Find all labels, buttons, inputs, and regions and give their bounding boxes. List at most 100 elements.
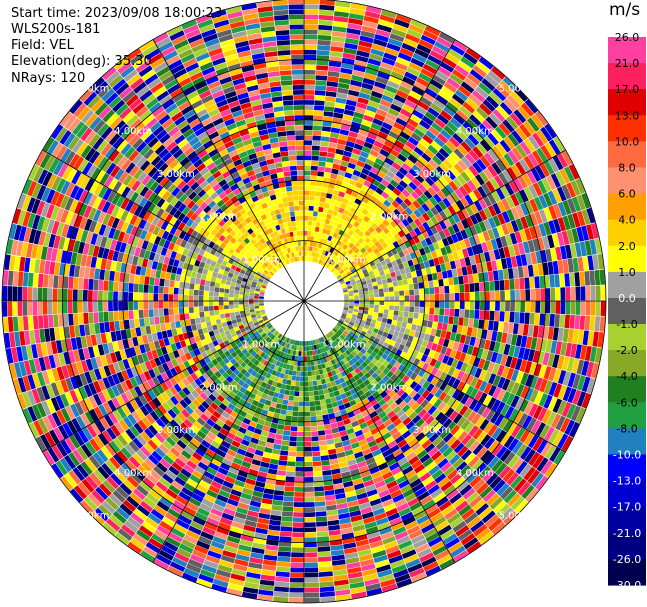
velocity-cell	[257, 517, 270, 525]
velocity-cell	[367, 314, 373, 319]
velocity-cell	[491, 399, 501, 412]
velocity-cell	[394, 61, 408, 71]
velocity-cell	[2, 285, 8, 301]
velocity-cell	[356, 544, 371, 552]
velocity-cell	[298, 416, 304, 422]
velocity-cell	[468, 274, 474, 284]
velocity-cell	[228, 493, 241, 502]
velocity-cell	[384, 453, 395, 462]
velocity-cell	[230, 358, 237, 365]
velocity-cell	[358, 40, 373, 48]
velocity-cell	[469, 309, 475, 319]
velocity-cell	[319, 4, 335, 11]
velocity-cell	[328, 66, 341, 73]
velocity-cell	[423, 281, 429, 289]
velocity-cell	[381, 57, 396, 66]
velocity-cell	[359, 382, 366, 390]
velocity-cell	[562, 328, 569, 343]
velocity-cell	[406, 272, 412, 279]
velocity-cell	[464, 283, 470, 293]
velocity-cell	[370, 90, 383, 99]
velocity-cell	[441, 323, 448, 331]
velocity-cell	[373, 268, 379, 274]
velocity-cell	[524, 401, 534, 415]
velocity-cell	[378, 288, 384, 293]
velocity-cell	[346, 454, 356, 461]
velocity-cell	[521, 484, 535, 499]
velocity-cell	[450, 399, 460, 410]
velocity-cell	[328, 142, 338, 149]
velocity-cell	[296, 371, 301, 376]
velocity-cell	[218, 367, 226, 375]
velocity-cell	[360, 124, 371, 132]
velocity-cell	[474, 126, 487, 139]
velocity-cell	[202, 268, 209, 275]
velocity-cell	[86, 424, 98, 438]
velocity-cell	[561, 402, 572, 417]
velocity-cell	[254, 290, 260, 294]
velocity-cell	[546, 175, 557, 190]
velocity-cell	[385, 85, 398, 94]
velocity-cell	[375, 320, 382, 326]
velocity-cell	[367, 100, 380, 109]
velocity-cell	[170, 343, 178, 352]
velocity-cell	[194, 312, 200, 319]
velocity-cell	[395, 14, 412, 24]
velocity-cell	[562, 386, 572, 402]
velocity-cell	[200, 426, 210, 436]
velocity-cell	[410, 19, 427, 30]
velocity-cell	[564, 166, 575, 182]
velocity-cell	[294, 476, 304, 482]
velocity-cell	[331, 254, 337, 261]
velocity-cell	[168, 336, 175, 345]
velocity-cell	[342, 52, 356, 60]
velocity-cell	[241, 591, 258, 599]
velocity-cell	[324, 340, 329, 346]
velocity-cell	[326, 152, 335, 159]
velocity-cell	[318, 435, 326, 441]
velocity-cell	[357, 497, 370, 505]
velocity-cell	[178, 260, 185, 269]
velocity-cell	[178, 363, 187, 372]
velocity-cell	[503, 435, 515, 449]
velocity-cell	[341, 364, 348, 371]
velocity-cell	[205, 448, 216, 458]
velocity-cell	[148, 537, 164, 550]
velocity-cell	[226, 361, 233, 369]
velocity-cell	[127, 516, 142, 529]
velocity-cell	[251, 459, 261, 466]
velocity-cell	[118, 419, 129, 431]
velocity-cell	[354, 360, 361, 368]
velocity-cell	[436, 271, 443, 280]
velocity-cell	[454, 89, 468, 102]
velocity-cell	[319, 591, 335, 598]
velocity-cell	[51, 412, 62, 427]
velocity-cell	[263, 360, 269, 366]
velocity-cell	[543, 380, 553, 395]
velocity-cell	[286, 343, 290, 349]
velocity-cell	[472, 110, 485, 123]
velocity-cell	[335, 395, 342, 402]
velocity-cell	[341, 155, 351, 163]
velocity-cell	[524, 228, 532, 241]
velocity-cell	[410, 441, 421, 452]
velocity-cell	[422, 274, 428, 282]
velocity-cell	[498, 416, 509, 430]
velocity-cell	[483, 152, 495, 165]
velocity-cell	[306, 256, 309, 261]
velocity-cell	[260, 364, 267, 371]
velocity-cell	[314, 486, 324, 492]
velocity-cell	[248, 468, 259, 476]
velocity-cell	[353, 221, 360, 228]
velocity-cell	[357, 177, 366, 185]
velocity-cell	[246, 397, 254, 404]
velocity-cell	[332, 406, 340, 413]
velocity-cell	[330, 127, 341, 134]
velocity-cell	[281, 347, 286, 353]
velocity-cell	[383, 287, 389, 293]
velocity-cell	[365, 342, 372, 348]
velocity-cell	[490, 301, 495, 311]
velocity-cell	[393, 310, 399, 316]
velocity-cell	[218, 445, 229, 454]
velocity-cell	[434, 286, 440, 294]
